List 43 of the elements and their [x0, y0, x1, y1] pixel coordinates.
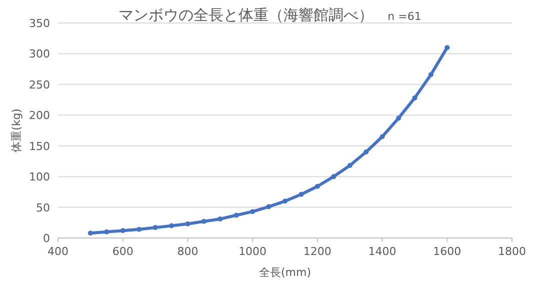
point — [218, 216, 223, 222]
point — [201, 218, 206, 224]
y-tick-label: 350 — [29, 17, 50, 30]
point — [169, 223, 174, 228]
point — [364, 150, 369, 154]
y-tick-label: 150 — [29, 140, 50, 153]
point — [266, 204, 272, 210]
x-tick-label: 600 — [112, 245, 134, 258]
point — [104, 229, 110, 234]
point — [396, 116, 401, 121]
point — [88, 230, 93, 236]
y-tick-label: 0 — [43, 232, 50, 245]
chart-title: マンボウの全長と体重（海響館調べ） — [118, 6, 374, 24]
x-tick-label: 1800 — [498, 245, 526, 258]
point — [444, 45, 450, 50]
y-axis-title: 体重(kg) — [10, 108, 23, 152]
point — [412, 95, 418, 100]
point — [314, 184, 320, 189]
point — [298, 192, 304, 197]
y-tick-label: 50 — [36, 201, 50, 214]
point — [120, 228, 126, 234]
point — [152, 225, 158, 230]
y-tick-label: 200 — [29, 109, 50, 122]
x-tick-label: 1200 — [303, 245, 332, 258]
point — [250, 209, 256, 214]
point — [347, 163, 352, 168]
x-tick-label: 1000 — [238, 245, 267, 258]
x-axis-title: 全長(mm) — [258, 266, 312, 279]
x-tick-label: 800 — [177, 245, 198, 258]
x-tick-label: 1400 — [368, 245, 396, 258]
point — [185, 221, 190, 226]
point — [331, 174, 336, 180]
chart-subtitle: n =61 — [388, 10, 422, 23]
point — [380, 134, 385, 140]
x-tick-label: 400 — [48, 245, 68, 258]
point — [136, 226, 142, 232]
point — [234, 212, 239, 218]
x-tick-label: 1600 — [433, 245, 462, 258]
y-tick-label: 100 — [29, 170, 50, 184]
y-tick-label: 300 — [29, 48, 50, 61]
point — [428, 72, 434, 78]
y-tick-label: 250 — [29, 78, 50, 92]
point — [282, 198, 288, 204]
